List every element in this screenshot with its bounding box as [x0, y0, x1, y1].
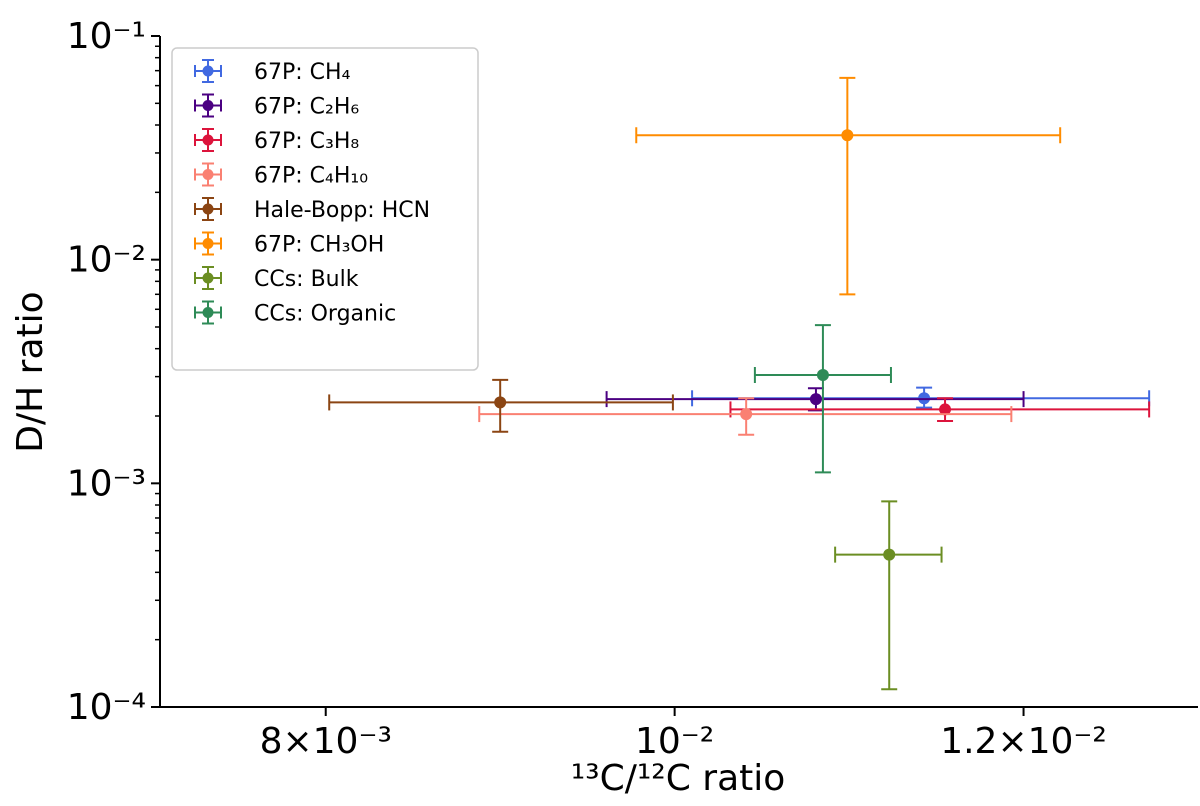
legend-label: CCs: Bulk — [254, 267, 359, 292]
data-point-group — [753, 324, 892, 474]
x-axis-title: ¹³C/¹²C ratio — [571, 758, 786, 799]
data-point-group — [691, 386, 1151, 409]
y-ticks: 10⁻¹ 10⁻² 10⁻³ 10⁻⁴ — [67, 16, 160, 728]
legend-marker — [202, 169, 214, 180]
legend-item: 67P: CH₃OH — [194, 231, 384, 258]
y-tick-label: 10⁻² — [67, 240, 146, 281]
data-point-group — [635, 76, 1062, 296]
legend: 67P: CH₄ 67P: C₂H₆ 67P: C₃H₈ 67P: C₄H₁₀ Hale… — [171, 47, 479, 371]
legend-label: 67P: C₃H₈ — [254, 129, 359, 154]
data-point — [494, 396, 507, 409]
x-tick-label: 1.2×10⁻² — [940, 721, 1107, 762]
data-point — [809, 393, 822, 406]
legend-marker — [202, 307, 214, 318]
legend-marker — [202, 238, 214, 249]
x-ticks: 8×10⁻³ 10⁻² 1.2×10⁻² — [260, 707, 1107, 762]
legend-label: 67P: CH₄ — [254, 60, 351, 85]
legend-item: 67P: C₄H₁₀ — [194, 162, 368, 189]
legend-item: 67P: CH₄ — [194, 59, 351, 85]
y-tick-label: 10⁻³ — [67, 463, 146, 504]
legend-marker — [202, 203, 214, 215]
data-point — [939, 403, 952, 416]
legend-marker — [202, 134, 214, 146]
legend-label: CCs: Organic — [254, 302, 396, 327]
y-tick-label: 10⁻⁴ — [67, 687, 146, 728]
legend-label: 67P: CH₃OH — [254, 233, 384, 258]
legend-label: 67P: C₂H₆ — [254, 95, 359, 120]
x-tick-label: 8×10⁻³ — [260, 721, 392, 762]
legend-item: CCs: Bulk — [194, 266, 359, 292]
data-point — [816, 369, 829, 382]
legend-item: 67P: C₃H₈ — [194, 128, 359, 154]
legend-marker — [202, 100, 214, 111]
legend-item: 67P: C₂H₆ — [194, 93, 359, 120]
plot-area — [328, 76, 1151, 691]
data-point-group — [729, 397, 1151, 422]
data-point — [883, 548, 896, 561]
legend-marker — [202, 272, 214, 284]
data-point — [841, 129, 854, 142]
axes — [159, 36, 1198, 708]
legend-frame — [171, 47, 479, 371]
data-point-group — [328, 378, 674, 433]
data-point-group — [834, 500, 943, 691]
legend-label: 67P: C₄H₁₀ — [254, 164, 368, 189]
legend-item: Hale-Bopp: HCN — [194, 197, 430, 223]
data-point — [740, 408, 753, 421]
x-tick-label: 10⁻² — [635, 721, 714, 762]
legend-label: Hale-Bopp: HCN — [254, 198, 430, 223]
data-point-group — [478, 397, 1013, 436]
y-axis-title: D/H ratio — [10, 291, 51, 452]
legend-marker — [202, 65, 214, 77]
legend-item: CCs: Organic — [194, 300, 396, 327]
y-tick-label: 10⁻¹ — [67, 16, 146, 57]
data-point-group — [605, 387, 1025, 412]
